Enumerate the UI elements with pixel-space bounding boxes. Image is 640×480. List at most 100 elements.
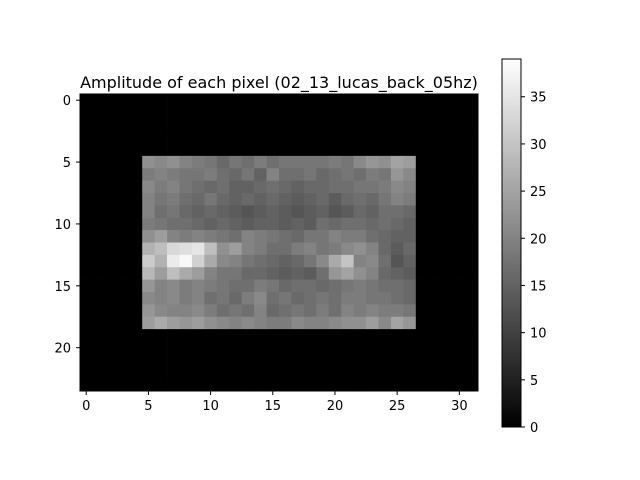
heatmap-cell bbox=[80, 143, 93, 157]
heatmap-cell bbox=[291, 168, 305, 181]
heatmap-cell bbox=[92, 316, 106, 330]
heatmap-cell bbox=[366, 304, 379, 318]
colorbar-tick-label: 30 bbox=[530, 138, 547, 153]
heatmap-cell bbox=[440, 378, 454, 392]
heatmap-cell bbox=[216, 378, 230, 392]
heatmap-cell bbox=[117, 205, 131, 219]
heatmap-cell bbox=[328, 341, 342, 355]
heatmap-cell bbox=[167, 217, 180, 231]
heatmap-cell bbox=[403, 118, 417, 132]
heatmap-cell bbox=[229, 279, 243, 293]
heatmap-cell bbox=[415, 353, 429, 367]
heatmap-cell bbox=[453, 304, 466, 318]
heatmap-cell bbox=[142, 279, 155, 293]
heatmap-cell bbox=[104, 230, 118, 243]
heatmap-cell bbox=[142, 180, 155, 194]
heatmap-cell bbox=[129, 378, 143, 392]
heatmap-cell bbox=[154, 205, 168, 219]
heatmap-cell bbox=[316, 304, 330, 318]
heatmap-cell bbox=[179, 242, 193, 256]
heatmap-cell bbox=[254, 242, 267, 256]
heatmap-cell bbox=[291, 366, 305, 379]
heatmap-cell bbox=[229, 353, 243, 367]
heatmap-cell bbox=[154, 329, 168, 342]
heatmap-cell bbox=[440, 193, 454, 206]
heatmap-cell bbox=[378, 279, 392, 293]
heatmap-cell bbox=[353, 366, 367, 379]
heatmap-cell bbox=[204, 366, 218, 379]
heatmap-cell bbox=[92, 353, 106, 367]
heatmap-cell bbox=[254, 254, 267, 268]
heatmap-cell bbox=[179, 292, 193, 305]
heatmap-cell bbox=[390, 94, 404, 107]
heatmap-cell bbox=[440, 341, 454, 355]
heatmap-cell bbox=[216, 155, 230, 169]
heatmap-cell bbox=[179, 106, 193, 120]
heatmap-cell bbox=[378, 329, 392, 342]
heatmap-cell bbox=[191, 378, 205, 392]
heatmap-cell bbox=[291, 378, 305, 392]
heatmap-cell bbox=[453, 341, 466, 355]
heatmap-cell bbox=[403, 279, 417, 293]
heatmap-cell bbox=[191, 106, 205, 120]
heatmap-cell bbox=[254, 378, 267, 392]
heatmap-cell bbox=[403, 217, 417, 231]
heatmap-cell bbox=[279, 217, 292, 231]
heatmap-cell bbox=[390, 205, 404, 219]
heatmap-cell bbox=[341, 254, 354, 268]
heatmap-cell bbox=[92, 143, 106, 157]
heatmap-cell bbox=[241, 205, 255, 219]
heatmap-cell bbox=[428, 292, 442, 305]
heatmap-cell bbox=[179, 94, 193, 107]
heatmap-cell bbox=[191, 143, 205, 157]
heatmap-cell bbox=[328, 267, 342, 280]
chart-title: Amplitude of each pixel (02_13_lucas_bac… bbox=[80, 73, 478, 93]
heatmap-cell bbox=[403, 143, 417, 157]
heatmap-cell bbox=[254, 205, 267, 219]
heatmap-cell bbox=[179, 180, 193, 194]
heatmap-cell bbox=[453, 292, 466, 305]
heatmap-cell bbox=[453, 366, 466, 379]
heatmap-cell bbox=[167, 106, 180, 120]
heatmap-cell bbox=[328, 353, 342, 367]
heatmap-cell bbox=[179, 279, 193, 293]
heatmap-cell bbox=[142, 118, 155, 132]
heatmap-cell bbox=[453, 94, 466, 107]
heatmap-cell bbox=[279, 106, 292, 120]
heatmap-cell bbox=[266, 329, 280, 342]
heatmap-cell bbox=[353, 316, 367, 330]
heatmap-cell bbox=[366, 329, 379, 342]
heatmap-cell bbox=[191, 292, 205, 305]
heatmap-cell bbox=[316, 168, 330, 181]
heatmap-cell bbox=[154, 292, 168, 305]
heatmap-cell bbox=[453, 143, 466, 157]
heatmap-cell bbox=[80, 292, 93, 305]
heatmap-cell bbox=[167, 143, 180, 157]
heatmap-cell bbox=[428, 329, 442, 342]
heatmap-cell bbox=[241, 267, 255, 280]
heatmap-cell bbox=[216, 353, 230, 367]
heatmap-cell bbox=[279, 329, 292, 342]
heatmap-cell bbox=[341, 193, 354, 206]
heatmap-cell bbox=[453, 279, 466, 293]
heatmap-cell bbox=[316, 242, 330, 256]
heatmap-cell bbox=[241, 180, 255, 194]
x-tick-label: 25 bbox=[389, 399, 406, 414]
heatmap-cell bbox=[129, 193, 143, 206]
heatmap-cell bbox=[154, 341, 168, 355]
heatmap-cell bbox=[353, 106, 367, 120]
heatmap-cell bbox=[465, 316, 479, 330]
heatmap-cell bbox=[204, 143, 218, 157]
heatmap-cell bbox=[266, 378, 280, 392]
heatmap-cell bbox=[154, 279, 168, 293]
heatmap-cell bbox=[465, 230, 479, 243]
heatmap-cell bbox=[154, 143, 168, 157]
heatmap-cell bbox=[104, 329, 118, 342]
heatmap-cell bbox=[229, 254, 243, 268]
heatmap-cell bbox=[266, 366, 280, 379]
heatmap-cell bbox=[328, 230, 342, 243]
heatmap-cell bbox=[303, 106, 317, 120]
heatmap-cell bbox=[241, 304, 255, 318]
heatmap-cell bbox=[104, 193, 118, 206]
heatmap-cell bbox=[440, 279, 454, 293]
